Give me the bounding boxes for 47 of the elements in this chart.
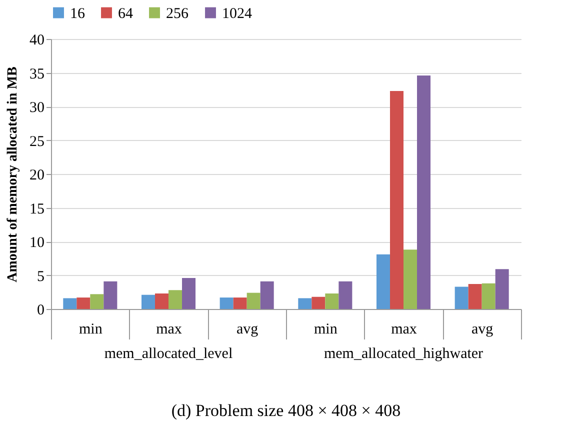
bar	[468, 284, 482, 309]
bar	[312, 296, 326, 309]
bar	[404, 250, 418, 309]
legend-label: 64	[118, 6, 134, 22]
bar	[390, 90, 404, 309]
bar	[246, 292, 260, 309]
bar	[76, 298, 90, 309]
y-tick-label: 25	[30, 134, 44, 150]
y-tick-label: 10	[30, 235, 44, 251]
bar	[454, 286, 468, 309]
text: mem_allocated_highwater	[324, 346, 484, 362]
bar	[482, 283, 496, 309]
x-tick-label: max	[156, 322, 182, 338]
y-tick-label: 15	[30, 201, 44, 218]
x-tick-label: avg	[236, 322, 259, 338]
y-tick-label: 35	[30, 66, 44, 82]
bar	[141, 294, 155, 309]
bar	[220, 298, 234, 309]
legend-label: 16	[70, 6, 86, 22]
y-tick-label: 40	[30, 32, 44, 48]
y-axis-title: Amount of memory allocated in MB	[6, 66, 20, 282]
text: (d) Problem size 408 × 408 × 408	[171, 401, 401, 420]
bar	[376, 254, 390, 309]
bar	[90, 294, 104, 309]
text: mem_allocated_level	[104, 346, 233, 362]
bar	[417, 75, 431, 309]
bar	[260, 281, 274, 309]
y-tick-label: 30	[30, 100, 44, 116]
bar	[182, 278, 196, 309]
bar	[154, 293, 168, 309]
legend-label: 1024	[222, 6, 252, 22]
y-tick-label: 5	[37, 268, 44, 285]
bar	[104, 281, 118, 309]
bar	[325, 293, 339, 309]
bar	[233, 298, 247, 309]
bar	[63, 298, 77, 309]
bar	[298, 298, 312, 309]
y-tick-label: 0	[37, 302, 44, 318]
y-tick-label: 20	[30, 168, 44, 184]
x-tick-label: min	[314, 322, 338, 338]
bar	[495, 269, 509, 309]
bar	[168, 290, 182, 309]
legend-label: 256	[166, 6, 189, 22]
x-tick-label: min	[78, 322, 103, 338]
x-tick-label: avg	[471, 322, 494, 338]
bar	[338, 281, 352, 309]
x-tick-label: max	[391, 322, 418, 338]
